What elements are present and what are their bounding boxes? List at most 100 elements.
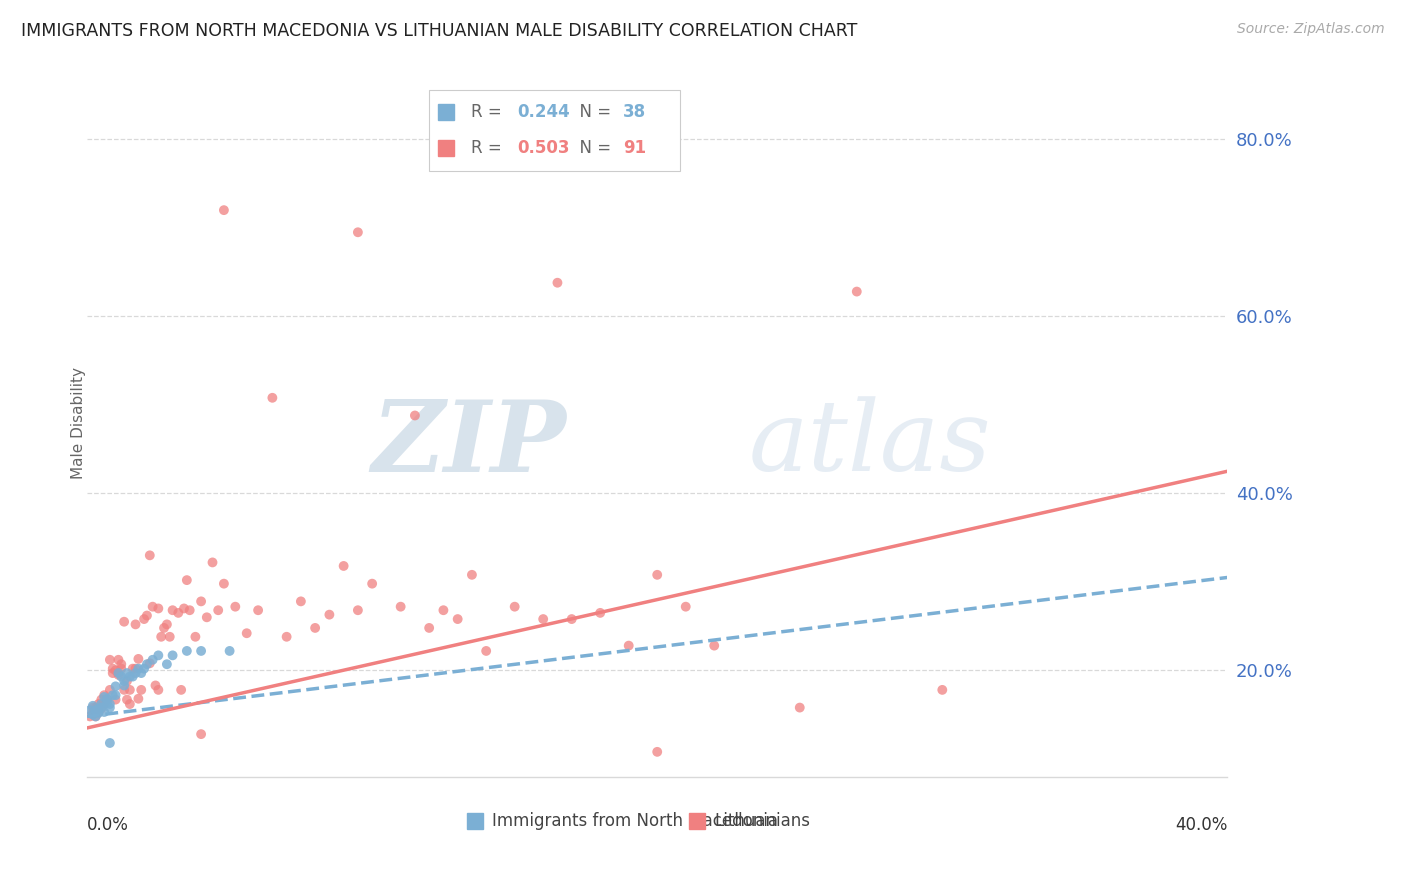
Point <box>127 691 149 706</box>
Point <box>96 696 118 710</box>
Point <box>110 662 132 676</box>
Point <box>201 556 224 570</box>
Point <box>247 603 270 617</box>
Point <box>262 391 284 405</box>
Point <box>98 700 121 714</box>
Point <box>142 599 165 614</box>
Point <box>101 666 124 681</box>
Point <box>170 682 193 697</box>
Point <box>159 630 181 644</box>
Point <box>96 691 118 706</box>
Point <box>304 621 326 635</box>
Point <box>218 644 240 658</box>
Point <box>461 567 484 582</box>
Text: R =: R = <box>471 103 508 121</box>
Point <box>361 576 384 591</box>
Point <box>82 707 104 722</box>
Point <box>432 603 454 617</box>
Point <box>404 409 426 423</box>
Point <box>87 701 110 715</box>
Point <box>148 682 170 697</box>
Point <box>931 682 953 697</box>
Point <box>84 709 107 723</box>
Point <box>98 682 121 697</box>
Point <box>150 630 173 644</box>
Point <box>112 682 135 697</box>
Point <box>98 697 121 711</box>
Point <box>503 599 526 614</box>
Text: 91: 91 <box>623 139 647 157</box>
Point <box>132 612 155 626</box>
Point <box>195 610 218 624</box>
Text: N =: N = <box>569 103 617 121</box>
Point <box>107 668 129 682</box>
Point <box>96 692 118 706</box>
Point <box>115 673 138 688</box>
Point <box>87 697 110 711</box>
Point <box>645 745 668 759</box>
Text: 0.0%: 0.0% <box>87 815 129 833</box>
Point <box>104 664 127 678</box>
Point <box>84 700 107 714</box>
Point <box>418 621 440 635</box>
Point <box>129 682 152 697</box>
Point <box>101 688 124 702</box>
Point <box>156 657 179 672</box>
Point <box>212 203 235 218</box>
Point <box>207 603 229 617</box>
Point <box>179 603 201 617</box>
Point <box>136 657 159 672</box>
Text: 38: 38 <box>623 103 647 121</box>
Point <box>176 644 198 658</box>
Point <box>190 727 212 741</box>
Point <box>112 678 135 692</box>
Point <box>121 662 143 676</box>
Text: Immigrants from North Macedonia: Immigrants from North Macedonia <box>492 812 778 830</box>
Point <box>118 697 141 711</box>
Point <box>90 697 112 711</box>
Point <box>148 648 170 663</box>
Point <box>167 606 190 620</box>
Point <box>153 621 176 635</box>
Point <box>87 705 110 719</box>
Point <box>110 670 132 684</box>
Point <box>184 630 207 644</box>
Point <box>235 626 257 640</box>
Point <box>93 697 115 711</box>
Point <box>107 653 129 667</box>
Point <box>212 576 235 591</box>
Text: atlas: atlas <box>748 396 991 491</box>
Point <box>318 607 340 622</box>
Point <box>112 673 135 688</box>
Text: 0.503: 0.503 <box>517 139 569 157</box>
Point <box>139 549 162 563</box>
Point <box>118 670 141 684</box>
Point <box>93 690 115 704</box>
Point <box>136 608 159 623</box>
Text: Lithuanians: Lithuanians <box>714 812 810 830</box>
Point <box>90 692 112 706</box>
Point <box>115 692 138 706</box>
Point <box>84 709 107 723</box>
Point <box>447 612 470 626</box>
Point <box>98 736 121 750</box>
Point <box>93 705 115 719</box>
Point <box>104 692 127 706</box>
Point <box>107 666 129 681</box>
Point <box>129 666 152 681</box>
Point <box>148 601 170 615</box>
Point <box>96 692 118 706</box>
Y-axis label: Male Disability: Male Disability <box>72 367 86 479</box>
Point <box>589 606 612 620</box>
Point <box>82 705 104 719</box>
Point <box>224 599 246 614</box>
Point <box>87 706 110 720</box>
Point <box>173 601 195 615</box>
Bar <box>429 90 681 171</box>
Point <box>124 666 146 681</box>
Point <box>845 285 868 299</box>
Text: IMMIGRANTS FROM NORTH MACEDONIA VS LITHUANIAN MALE DISABILITY CORRELATION CHART: IMMIGRANTS FROM NORTH MACEDONIA VS LITHU… <box>21 22 858 40</box>
Point <box>118 682 141 697</box>
Point <box>162 603 184 617</box>
Text: Source: ZipAtlas.com: Source: ZipAtlas.com <box>1237 22 1385 37</box>
